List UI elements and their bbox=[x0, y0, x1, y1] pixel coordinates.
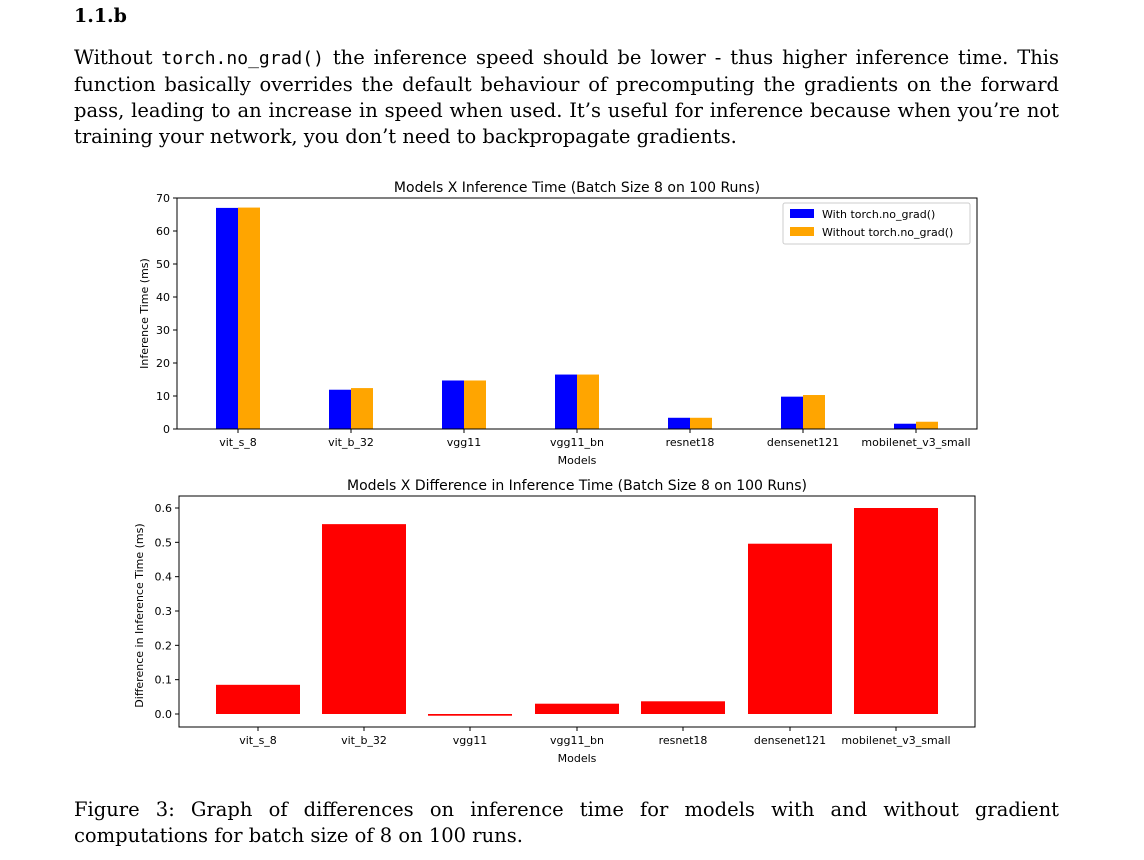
legend-box bbox=[782, 202, 971, 245]
y-axis-label: Difference in Inference Time (ms) bbox=[133, 523, 146, 707]
x-tick-label: densenet121 bbox=[767, 436, 839, 449]
bar bbox=[329, 389, 351, 429]
chart-title: Models X Inference Time (Batch Size 8 on… bbox=[394, 180, 760, 196]
legend-swatch bbox=[790, 209, 814, 218]
bar bbox=[464, 380, 486, 429]
y-tick-label: 50 bbox=[156, 258, 170, 271]
y-tick-label: 60 bbox=[156, 225, 170, 238]
x-tick-label: vgg11 bbox=[453, 734, 487, 747]
bar bbox=[854, 508, 938, 714]
x-tick-label: densenet121 bbox=[754, 734, 826, 747]
bar bbox=[216, 684, 300, 714]
inline-code: torch.no_grad() bbox=[161, 48, 324, 69]
bar bbox=[668, 417, 690, 429]
plot-frame bbox=[176, 197, 978, 430]
x-tick-label: mobilenet_v3_small bbox=[861, 436, 970, 449]
bar bbox=[428, 714, 512, 716]
y-tick-label: 20 bbox=[156, 357, 170, 370]
x-axis-label: Models bbox=[558, 454, 597, 467]
bar bbox=[781, 396, 803, 429]
bar bbox=[577, 374, 599, 429]
chart-title: Models X Difference in Inference Time (B… bbox=[347, 478, 807, 494]
y-axis-label: Inference Time (ms) bbox=[138, 258, 151, 369]
legend-label: Without torch.no_grad() bbox=[822, 226, 953, 239]
legend-swatch bbox=[790, 227, 814, 236]
bar bbox=[555, 374, 577, 429]
y-tick-label: 0.4 bbox=[155, 571, 173, 584]
bar bbox=[641, 701, 725, 714]
x-tick-label: resnet18 bbox=[666, 436, 715, 449]
x-tick-label: vgg11_bn bbox=[550, 436, 604, 449]
bar bbox=[351, 388, 373, 429]
y-tick-label: 0.6 bbox=[155, 502, 173, 515]
figure-caption: Figure 3: Graph of differences on infere… bbox=[74, 798, 1059, 847]
x-tick-label: vit_b_32 bbox=[341, 734, 387, 747]
y-tick-label: 0.5 bbox=[155, 536, 173, 549]
paragraph-lead-text: Without bbox=[74, 46, 162, 69]
bar bbox=[216, 207, 238, 429]
bar bbox=[442, 380, 464, 429]
intro-paragraph: Without torch.no_grad() the inference sp… bbox=[74, 45, 1059, 150]
x-tick-label: vit_s_8 bbox=[239, 734, 277, 747]
x-tick-label: resnet18 bbox=[659, 734, 708, 747]
x-axis-label: Models bbox=[558, 752, 597, 765]
y-tick-label: 30 bbox=[156, 324, 170, 337]
bar bbox=[690, 417, 712, 429]
y-tick-label: 40 bbox=[156, 291, 170, 304]
bar bbox=[916, 421, 938, 429]
legend-label: With torch.no_grad() bbox=[822, 208, 935, 221]
y-tick-label: 10 bbox=[156, 390, 170, 403]
bar bbox=[894, 423, 916, 429]
x-tick-label: vgg11_bn bbox=[550, 734, 604, 747]
x-tick-label: vit_s_8 bbox=[219, 436, 257, 449]
plot-frame bbox=[178, 495, 976, 728]
bar bbox=[322, 524, 406, 714]
y-tick-label: 0 bbox=[163, 423, 170, 436]
bar bbox=[803, 395, 825, 429]
bar bbox=[238, 207, 260, 429]
y-tick-label: 0.1 bbox=[155, 674, 173, 687]
y-tick-label: 0.2 bbox=[155, 639, 173, 652]
y-tick-label: 0.3 bbox=[155, 605, 173, 618]
paragraph-body-text: the inference speed should be lower - th… bbox=[74, 46, 1060, 148]
x-tick-label: vgg11 bbox=[447, 436, 481, 449]
section-heading: 1.1.b bbox=[74, 5, 127, 27]
x-tick-label: vit_b_32 bbox=[328, 436, 374, 449]
x-tick-label: mobilenet_v3_small bbox=[841, 734, 950, 747]
y-tick-label: 70 bbox=[156, 192, 170, 205]
bar bbox=[748, 543, 832, 714]
y-tick-label: 0.0 bbox=[155, 708, 173, 721]
bar bbox=[535, 703, 619, 714]
